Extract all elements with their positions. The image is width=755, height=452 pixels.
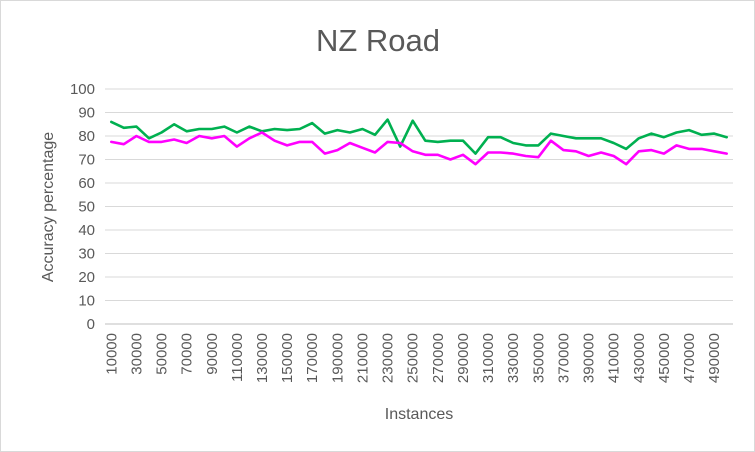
- x-tick-label: 330000: [505, 333, 522, 383]
- x-tick-label: 70000: [179, 333, 196, 375]
- y-tick-label: 50: [78, 199, 95, 216]
- x-tick-label: 410000: [606, 333, 623, 383]
- y-tick-label: 100: [70, 81, 95, 98]
- x-axis-ticks: 10000 30000 50000 70000 90000 110000 130000 150…: [103, 333, 723, 383]
- y-tick-label: 40: [78, 222, 95, 239]
- y-tick-label: 90: [78, 105, 95, 122]
- x-tick-label: 310000: [480, 333, 497, 383]
- x-tick-label: 470000: [681, 333, 698, 383]
- x-tick-label: 370000: [555, 333, 572, 383]
- x-tick-label: 270000: [430, 333, 447, 383]
- x-tick-label: 430000: [631, 333, 648, 383]
- x-tick-label: 250000: [405, 333, 422, 383]
- series-line-1: [110, 118, 729, 155]
- series-line-2: [110, 131, 729, 166]
- y-axis-ticks: 0 10 20 30 40 50 60 70 80 90 100: [70, 81, 95, 333]
- y-axis-label: Accuracy percentage: [40, 132, 57, 282]
- x-tick-label: 350000: [530, 333, 547, 383]
- x-axis-label: Instances: [385, 406, 453, 423]
- x-tick-label: 290000: [455, 333, 472, 383]
- x-tick-label: 190000: [329, 333, 346, 383]
- x-tick-label: 230000: [380, 333, 397, 383]
- x-tick-label: 450000: [656, 333, 673, 383]
- x-tick-label: 390000: [581, 333, 598, 383]
- y-tick-label: 30: [78, 246, 95, 263]
- y-tick-label: 0: [87, 316, 95, 333]
- x-tick-label: 10000: [103, 333, 120, 375]
- x-tick-label: 30000: [128, 333, 145, 375]
- y-tick-label: 80: [78, 128, 95, 145]
- chart-title: NZ Road: [316, 23, 440, 58]
- y-tick-label: 20: [78, 269, 95, 286]
- x-tick-label: 90000: [204, 333, 221, 375]
- x-tick-label: 210000: [354, 333, 371, 383]
- x-tick-label: 130000: [254, 333, 271, 383]
- y-tick-label: 10: [78, 293, 95, 310]
- x-tick-label: 490000: [706, 333, 723, 383]
- y-tick-label: 60: [78, 175, 95, 192]
- x-tick-label: 50000: [154, 333, 171, 375]
- series-lines: [110, 118, 729, 166]
- x-tick-label: 170000: [304, 333, 321, 383]
- gridlines: [105, 88, 733, 325]
- x-tick-label: 150000: [279, 333, 296, 383]
- x-tick-label: 110000: [229, 333, 246, 382]
- y-tick-label: 70: [78, 152, 95, 169]
